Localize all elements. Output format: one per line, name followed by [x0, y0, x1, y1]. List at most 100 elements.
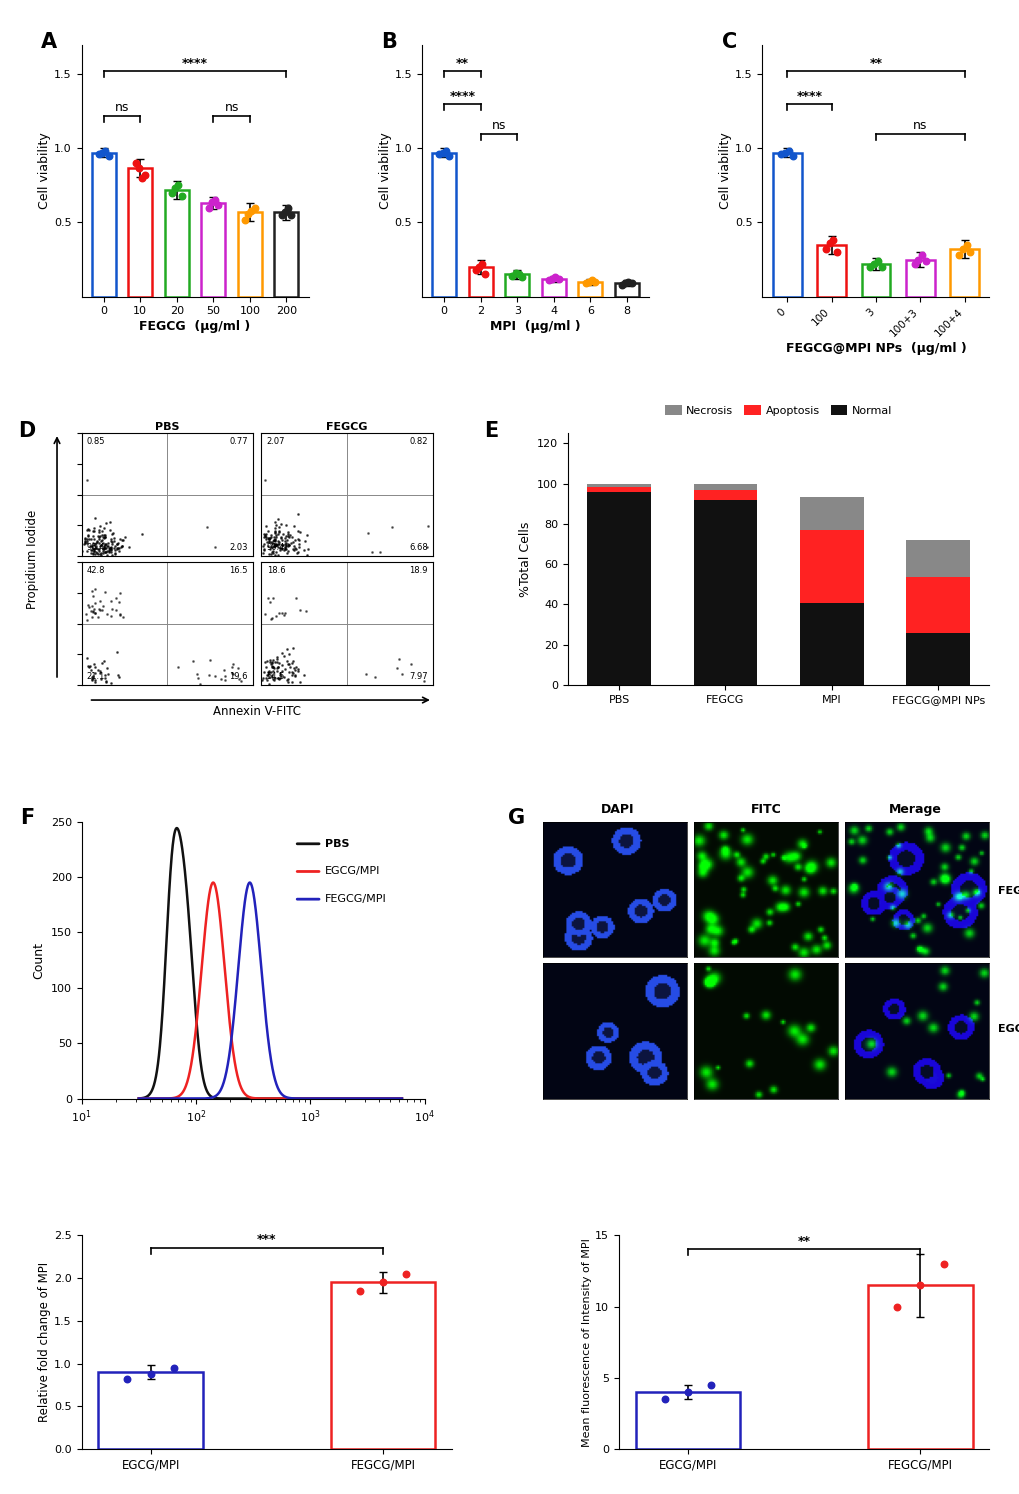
Point [97, 666, 113, 690]
Y-axis label: Cell viability: Cell viability [39, 133, 51, 209]
Point [87, 669, 103, 693]
Point [90, 541, 106, 565]
Point [169, 656, 185, 680]
Point [101, 539, 117, 563]
Text: 2.07: 2.07 [266, 436, 285, 445]
Point [507, 261, 524, 285]
Point [259, 648, 275, 672]
Point [76, 527, 93, 551]
Point [546, 266, 562, 290]
Point [299, 542, 315, 566]
Point [278, 527, 294, 551]
Point [199, 515, 215, 539]
Point [247, 196, 263, 220]
Text: ns: ns [491, 120, 505, 131]
Point [267, 544, 283, 568]
EGCG/MPI [292, 1089, 305, 1107]
Point [503, 264, 520, 288]
Point [280, 660, 297, 684]
Point [97, 541, 113, 565]
X-axis label: MPI  (μg/ml ): MPI (μg/ml ) [490, 320, 580, 333]
Point [260, 535, 276, 559]
Point [274, 538, 290, 562]
Point [216, 663, 232, 687]
Point [290, 659, 307, 683]
Bar [614, 284, 638, 296]
Point [86, 533, 102, 557]
Point [390, 647, 407, 671]
Text: 0.85: 0.85 [87, 436, 105, 445]
Point [290, 527, 307, 551]
FEGCG/MPI [301, 1089, 313, 1107]
Point [263, 526, 279, 550]
Point [96, 536, 112, 560]
Point [266, 529, 282, 553]
Point [279, 668, 296, 692]
Point [270, 532, 286, 556]
Point [286, 527, 303, 551]
Point [93, 529, 109, 553]
Point [94, 651, 110, 675]
Point [110, 532, 126, 556]
Text: C: C [720, 33, 736, 52]
Point [280, 651, 297, 675]
Point [91, 527, 107, 551]
Point [861, 255, 877, 279]
Point [586, 270, 602, 294]
Point [291, 669, 308, 693]
Point [267, 527, 283, 551]
Point [278, 541, 294, 565]
Bar [799, 496, 863, 530]
Point [271, 666, 287, 690]
Point [83, 657, 99, 681]
Point [164, 181, 180, 205]
Point [88, 541, 104, 565]
Point [79, 654, 96, 678]
Point [266, 656, 282, 680]
Point [266, 517, 282, 541]
PBS [170, 819, 182, 837]
Point [256, 536, 272, 560]
Point [268, 533, 284, 557]
Text: ****: **** [449, 90, 475, 103]
Point [78, 529, 95, 553]
Point [284, 648, 301, 672]
Point [268, 604, 284, 627]
Text: FITC: FITC [750, 804, 781, 816]
Point [279, 671, 296, 695]
Bar [92, 152, 115, 296]
Point [261, 542, 277, 566]
Point [267, 532, 283, 556]
Point [580, 270, 596, 294]
Point [78, 527, 95, 551]
Point [98, 602, 114, 626]
Point [265, 532, 281, 556]
Point [264, 665, 280, 689]
Point [266, 509, 282, 533]
Text: 19.6: 19.6 [229, 672, 248, 681]
Point [278, 536, 294, 560]
Point [111, 581, 127, 605]
Point [291, 520, 308, 544]
Point [255, 541, 271, 565]
Point [104, 523, 120, 547]
Bar [799, 530, 863, 604]
Point [84, 535, 100, 559]
Point [258, 663, 274, 687]
Point [119, 1367, 136, 1391]
Point [477, 263, 493, 287]
Point [266, 529, 282, 553]
Point [110, 663, 126, 687]
Point [79, 517, 96, 541]
Point [273, 533, 289, 557]
Point [269, 656, 285, 680]
Point [285, 535, 302, 559]
Point [114, 605, 130, 629]
Point [397, 1262, 414, 1286]
Point [216, 659, 232, 683]
Point [290, 532, 307, 556]
Point [87, 590, 103, 614]
PBS [292, 1089, 305, 1107]
Point [91, 598, 107, 622]
Bar [635, 1392, 740, 1449]
